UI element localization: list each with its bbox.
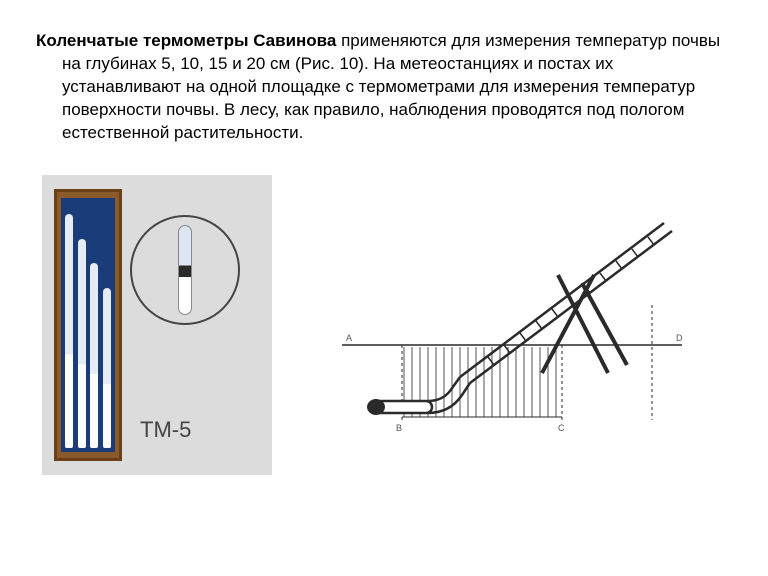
svg-text:D: D (676, 333, 683, 343)
installation-diagram-svg: A D B C (332, 205, 692, 445)
thermometer-rod (103, 288, 111, 448)
figure-label: ТМ-5 (140, 417, 191, 443)
case-interior (61, 198, 115, 452)
thermometer-detail (178, 225, 192, 315)
description-paragraph: Коленчатые термометры Савинова применяют… (36, 30, 732, 145)
lead-term: Коленчатые термометры Савинова (36, 31, 336, 50)
thermometer-rod (90, 263, 98, 448)
svg-text:B: B (396, 423, 402, 433)
svg-text:C: C (558, 423, 565, 433)
detail-circle (130, 215, 240, 325)
thermometer-rod (78, 239, 86, 448)
svg-text:A: A (346, 333, 352, 343)
figure-left-tm5: ТМ-5 (42, 175, 272, 475)
figure-right-diagram: A D B C (332, 205, 692, 445)
thermometer-rod (65, 214, 73, 448)
wooden-case (54, 189, 122, 461)
figures-row: ТМ-5 (36, 175, 732, 475)
